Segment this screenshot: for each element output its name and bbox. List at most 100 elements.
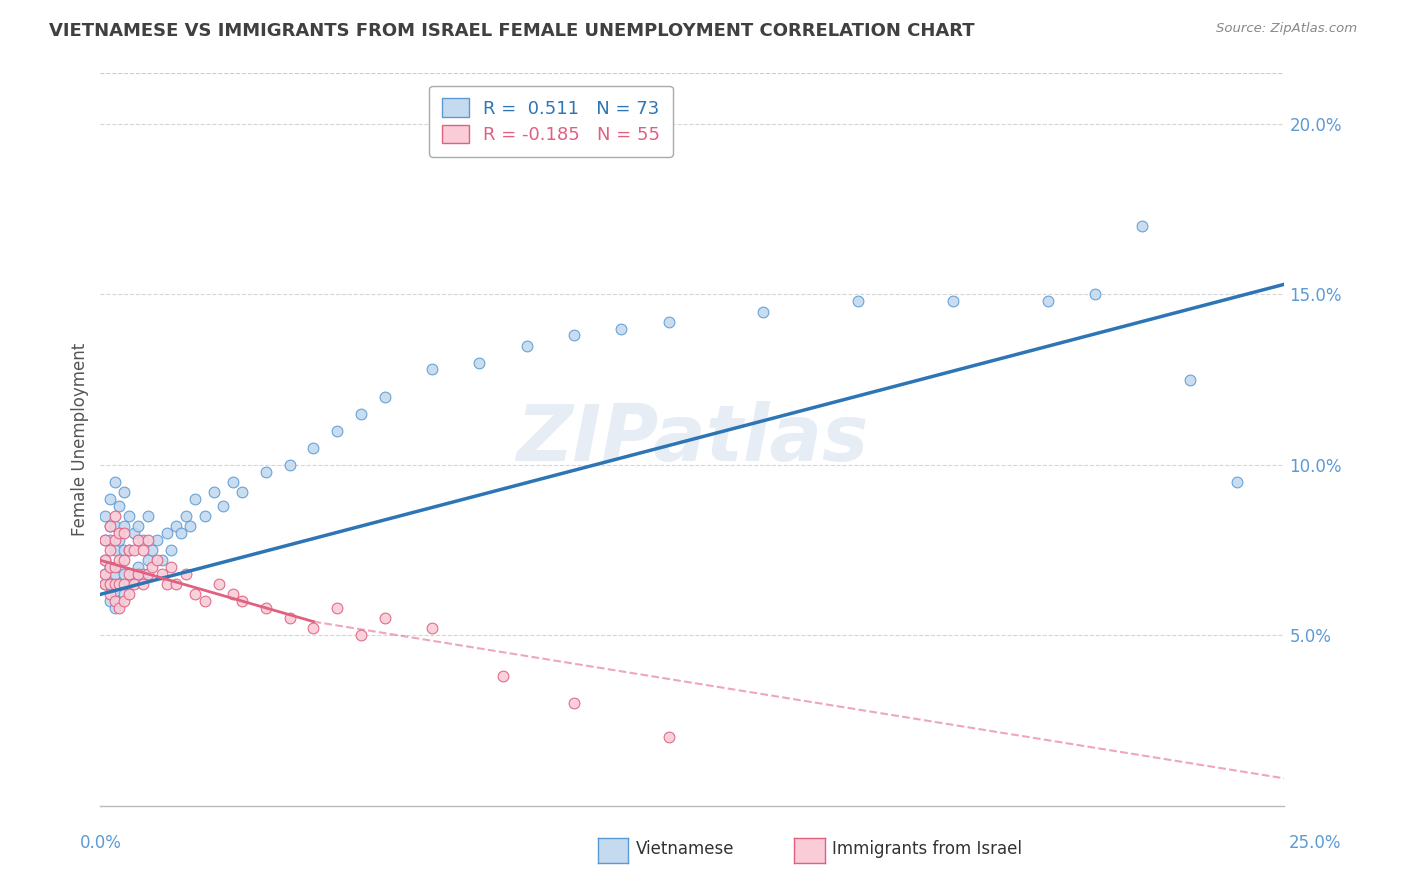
Point xyxy=(150,566,173,581)
Point xyxy=(122,566,145,581)
Point xyxy=(193,508,215,523)
Point xyxy=(103,533,125,547)
Point xyxy=(132,533,155,547)
Point xyxy=(132,577,155,591)
Point xyxy=(98,577,121,591)
Text: ZIPatlas: ZIPatlas xyxy=(516,401,869,477)
Point xyxy=(326,424,349,438)
Point xyxy=(184,491,207,506)
Point xyxy=(170,526,193,541)
Text: Source: ZipAtlas.com: Source: ZipAtlas.com xyxy=(1216,22,1357,36)
Point xyxy=(516,338,538,352)
Point xyxy=(94,577,117,591)
Point xyxy=(108,577,131,591)
Point xyxy=(302,622,325,636)
Point xyxy=(112,577,135,591)
Point xyxy=(156,577,179,591)
Point xyxy=(112,526,135,541)
Point xyxy=(658,731,681,745)
Point xyxy=(136,533,159,547)
Point xyxy=(350,628,373,642)
Point xyxy=(98,594,121,608)
Point xyxy=(98,577,121,591)
Point xyxy=(165,519,187,533)
Point xyxy=(179,519,201,533)
Point xyxy=(94,533,117,547)
Point xyxy=(156,526,179,541)
Point xyxy=(112,594,135,608)
Point xyxy=(127,533,149,547)
Point xyxy=(278,611,301,625)
Point xyxy=(846,294,869,309)
Point xyxy=(420,622,443,636)
Point xyxy=(94,553,117,567)
Point xyxy=(94,577,117,591)
Point xyxy=(118,566,141,581)
Point xyxy=(94,553,117,567)
Point xyxy=(141,543,163,558)
Point xyxy=(108,526,131,541)
Point xyxy=(231,485,253,500)
Point xyxy=(492,669,515,683)
Point xyxy=(127,519,149,533)
Point xyxy=(136,553,159,567)
Text: Immigrants from Israel: Immigrants from Israel xyxy=(832,840,1022,858)
Point xyxy=(146,533,169,547)
Point xyxy=(373,611,395,625)
Point xyxy=(202,485,225,500)
Point xyxy=(94,566,117,581)
Point xyxy=(103,475,125,489)
Point xyxy=(108,577,131,591)
Text: Vietnamese: Vietnamese xyxy=(636,840,734,858)
Point xyxy=(752,304,775,318)
Point xyxy=(254,601,277,615)
Point xyxy=(136,566,159,581)
Point xyxy=(174,508,197,523)
Point xyxy=(122,577,145,591)
Point xyxy=(160,543,183,558)
Point xyxy=(254,465,277,479)
Text: 0.0%: 0.0% xyxy=(80,834,122,852)
Point xyxy=(112,519,135,533)
Point xyxy=(160,560,183,574)
Point xyxy=(610,321,633,335)
Point xyxy=(1226,475,1249,489)
Point xyxy=(98,491,121,506)
Point xyxy=(103,566,125,581)
Point xyxy=(150,553,173,567)
Point xyxy=(108,533,131,547)
Point xyxy=(132,566,155,581)
Point xyxy=(212,499,235,513)
Point xyxy=(112,485,135,500)
Point xyxy=(420,362,443,376)
Point xyxy=(127,560,149,574)
Point xyxy=(98,519,121,533)
Point xyxy=(103,508,125,523)
Point xyxy=(98,587,121,601)
Point xyxy=(118,543,141,558)
Point xyxy=(98,533,121,547)
Point xyxy=(112,587,135,601)
Point xyxy=(1130,219,1153,234)
Point xyxy=(1178,373,1201,387)
Point xyxy=(118,587,141,601)
Point xyxy=(208,577,231,591)
Point xyxy=(103,519,125,533)
Point xyxy=(103,601,125,615)
Point xyxy=(1084,287,1107,301)
Point xyxy=(562,328,585,343)
Point xyxy=(108,560,131,574)
Point xyxy=(146,553,169,567)
Point xyxy=(98,519,121,533)
Point xyxy=(112,543,135,558)
Point xyxy=(103,560,125,574)
Point xyxy=(122,543,145,558)
Point xyxy=(98,560,121,574)
Y-axis label: Female Unemployment: Female Unemployment xyxy=(72,343,89,536)
Point xyxy=(562,697,585,711)
Point xyxy=(94,508,117,523)
Point xyxy=(174,566,197,581)
Point xyxy=(94,566,117,581)
Point xyxy=(165,577,187,591)
Point xyxy=(112,566,135,581)
